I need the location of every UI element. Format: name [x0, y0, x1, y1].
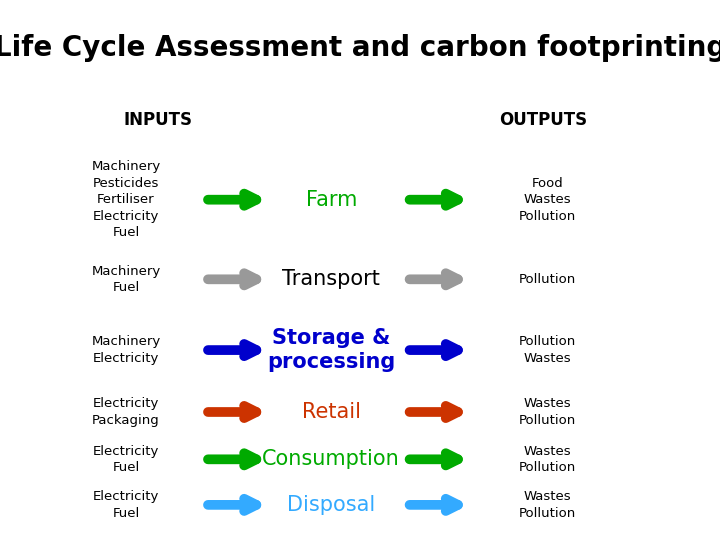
Text: Wastes
Pollution: Wastes Pollution — [518, 397, 576, 427]
Text: Retail: Retail — [302, 402, 361, 422]
Text: Farm: Farm — [305, 190, 357, 210]
Text: Food
Wastes
Pollution: Food Wastes Pollution — [518, 177, 576, 222]
Text: Disposal: Disposal — [287, 495, 375, 515]
Text: Machinery
Fuel: Machinery Fuel — [91, 265, 161, 294]
Text: Machinery
Pesticides
Fertiliser
Electricity
Fuel: Machinery Pesticides Fertiliser Electric… — [91, 160, 161, 239]
Text: Consumption: Consumption — [262, 449, 400, 469]
Text: Storage &
processing: Storage & processing — [267, 328, 395, 372]
Text: Electricity
Packaging: Electricity Packaging — [92, 397, 160, 427]
Text: Pollution
Wastes: Pollution Wastes — [518, 335, 576, 365]
Text: Transport: Transport — [282, 269, 380, 289]
Text: Electricity
Fuel: Electricity Fuel — [93, 444, 159, 474]
Text: Life Cycle Assessment and carbon footprinting: Life Cycle Assessment and carbon footpri… — [0, 35, 720, 63]
Text: OUTPUTS: OUTPUTS — [500, 111, 588, 129]
Text: Wastes
Pollution: Wastes Pollution — [518, 490, 576, 519]
Text: Pollution: Pollution — [518, 273, 576, 286]
Text: Machinery
Electricity: Machinery Electricity — [91, 335, 161, 365]
Text: Electricity
Fuel: Electricity Fuel — [93, 490, 159, 519]
Text: INPUTS: INPUTS — [124, 111, 193, 129]
Text: Wastes
Pollution: Wastes Pollution — [518, 444, 576, 474]
